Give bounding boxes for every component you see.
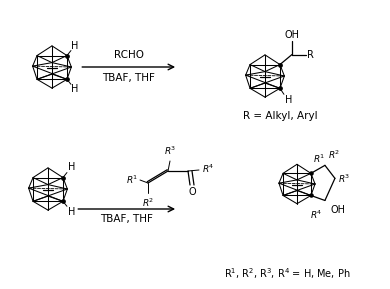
Text: H: H [71,84,78,94]
Text: $R^1$: $R^1$ [313,153,325,165]
Text: RCHO: RCHO [113,50,144,60]
Text: OH: OH [331,205,346,216]
Text: $R^1$: $R^1$ [126,174,138,186]
Text: H: H [285,95,292,105]
Text: H: H [68,162,75,172]
Text: H: H [68,207,75,217]
Text: $R^4$: $R^4$ [310,208,323,221]
Text: $R^3$: $R^3$ [338,172,350,185]
Text: $R^4$: $R^4$ [202,163,215,175]
Text: R = Alkyl, Aryl: R = Alkyl, Aryl [243,111,317,121]
Text: TBAF, THF: TBAF, THF [102,73,155,83]
Text: TBAF, THF: TBAF, THF [100,214,153,224]
Text: R$^1$, R$^2$, R$^3$, R$^4$ = H, Me, Ph: R$^1$, R$^2$, R$^3$, R$^4$ = H, Me, Ph [224,266,350,281]
Text: $R^2$: $R^2$ [142,197,154,210]
Text: R: R [307,49,314,60]
Text: $R^3$: $R^3$ [164,144,176,157]
Text: OH: OH [284,29,300,40]
Text: $R^2$: $R^2$ [328,149,340,161]
Text: O: O [188,187,196,197]
Text: H: H [71,40,78,51]
